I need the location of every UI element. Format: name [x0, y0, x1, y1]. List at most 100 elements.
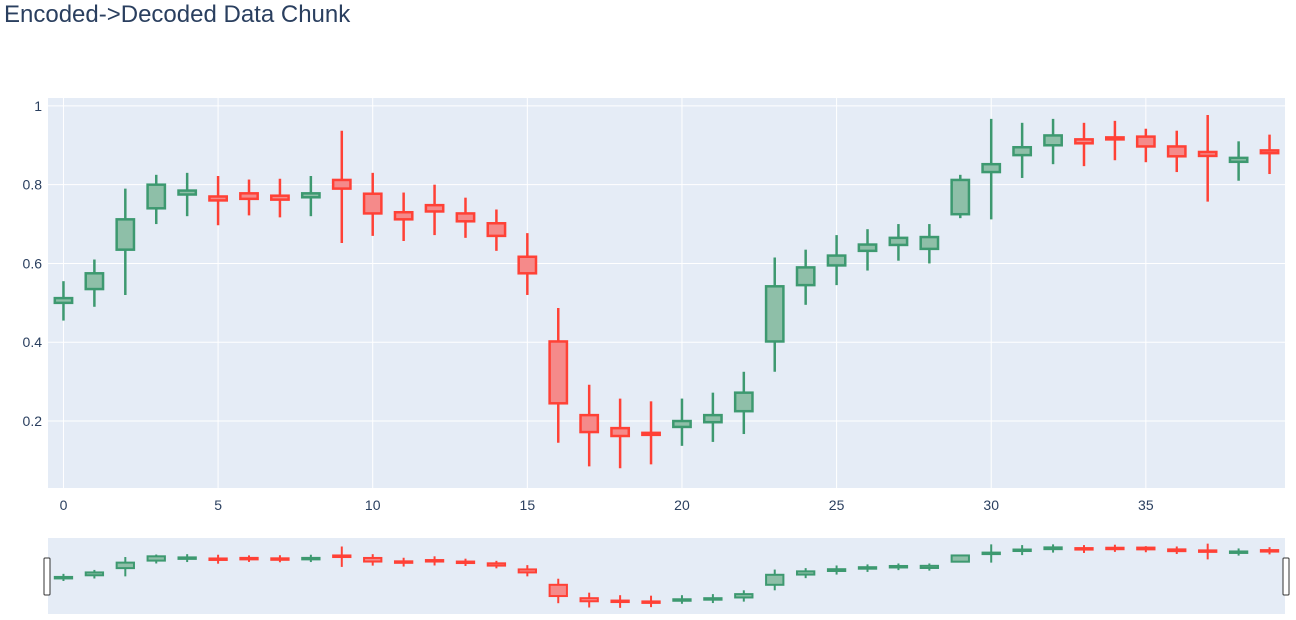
candle[interactable] — [857, 229, 878, 271]
candle-body — [610, 426, 631, 438]
slider-candle-body — [641, 600, 661, 604]
candle[interactable] — [270, 178, 290, 218]
candle[interactable] — [826, 235, 847, 286]
candle[interactable] — [239, 179, 259, 216]
candle-body — [641, 431, 661, 437]
slider-candle — [1167, 546, 1187, 555]
candle-body — [764, 285, 785, 343]
candle-body — [362, 192, 383, 215]
candle[interactable] — [115, 188, 136, 295]
slider-candle-body — [84, 571, 105, 577]
candle[interactable] — [548, 307, 569, 443]
slider-candle-body — [177, 556, 197, 560]
slider-candle-body — [1105, 546, 1125, 551]
candle[interactable] — [641, 401, 661, 465]
candle[interactable] — [486, 209, 507, 251]
candle-body — [733, 391, 754, 413]
x-tick-label: 0 — [60, 497, 68, 513]
candle[interactable] — [795, 249, 816, 305]
candle[interactable] — [53, 281, 74, 321]
candle[interactable] — [362, 172, 383, 236]
candle[interactable] — [84, 259, 105, 307]
slider-candle-body — [1043, 546, 1063, 551]
candle-body — [53, 296, 74, 305]
candle[interactable] — [331, 130, 352, 243]
slider-candle — [1012, 545, 1032, 556]
candle[interactable] — [455, 197, 476, 238]
slider-candle-body — [146, 555, 166, 562]
slider-candle — [177, 554, 197, 563]
slider-candle-body — [301, 556, 321, 561]
candles-main[interactable] — [53, 114, 1280, 469]
x-tick-label: 5 — [214, 497, 222, 513]
candle-body — [1135, 135, 1156, 148]
candle[interactable] — [702, 392, 723, 442]
slider-candle-body — [115, 561, 135, 570]
slider-candle-body — [517, 568, 537, 574]
candle-body — [702, 413, 723, 424]
candle[interactable] — [1197, 114, 1218, 202]
x-tick-label: 35 — [1138, 497, 1154, 513]
candle[interactable] — [764, 257, 785, 372]
slider-candle — [146, 554, 166, 564]
candle[interactable] — [733, 371, 754, 435]
candle-body — [1197, 150, 1218, 158]
candle[interactable] — [919, 224, 940, 264]
slider-candle-body — [208, 557, 228, 561]
candle[interactable] — [981, 118, 1002, 220]
slider-candle — [1198, 543, 1218, 560]
plot-area[interactable] — [48, 98, 1285, 488]
candle[interactable] — [672, 398, 692, 446]
candle[interactable] — [1228, 141, 1249, 181]
slider-candle-body — [826, 568, 847, 572]
slider-candle-body — [981, 551, 1001, 556]
x-tick-label: 30 — [983, 497, 999, 513]
candle[interactable] — [1012, 122, 1033, 178]
candle[interactable] — [1074, 122, 1094, 167]
candle[interactable] — [300, 176, 321, 217]
candle[interactable] — [1259, 134, 1280, 175]
candle[interactable] — [424, 184, 445, 236]
candle[interactable] — [888, 224, 909, 261]
candle-body — [826, 254, 847, 267]
candle[interactable] — [579, 384, 600, 467]
candle-body — [579, 413, 600, 434]
slider-candle-body — [610, 599, 630, 604]
slider-candle — [115, 557, 135, 577]
x-tick-label: 20 — [674, 497, 690, 513]
candle[interactable] — [177, 172, 198, 217]
y-tick-label: 1 — [34, 98, 42, 114]
candle-body — [177, 189, 198, 196]
candle[interactable] — [610, 398, 631, 469]
range-slider[interactable] — [48, 538, 1285, 614]
slider-candle — [1105, 544, 1125, 552]
slider-candle-body — [672, 598, 692, 602]
grid-lines — [48, 98, 1285, 488]
range-slider-right-handle[interactable] — [1282, 557, 1290, 596]
candle[interactable] — [1105, 120, 1125, 161]
candle-body — [115, 218, 136, 251]
candle-body — [548, 340, 569, 405]
x-tick-label: 10 — [365, 497, 381, 513]
slider-candle — [455, 558, 476, 566]
slider-candle — [53, 573, 74, 582]
candle[interactable] — [1166, 130, 1187, 173]
slider-candle — [703, 594, 723, 604]
candle[interactable] — [1135, 128, 1156, 163]
slider-candle — [1074, 545, 1094, 553]
y-tick-label: 0.6 — [23, 255, 43, 271]
slider-candle-body — [1167, 548, 1187, 553]
range-slider-left-handle[interactable] — [43, 557, 51, 596]
candle[interactable] — [393, 192, 414, 241]
candle[interactable] — [208, 176, 228, 226]
candle-body — [1166, 145, 1187, 158]
slider-candle-body — [703, 597, 723, 601]
candle-body — [1012, 145, 1033, 157]
candle[interactable] — [950, 174, 971, 219]
candle[interactable] — [146, 174, 167, 225]
slider-candle-body — [765, 573, 785, 586]
candle[interactable] — [517, 233, 538, 295]
candle-body — [919, 235, 940, 251]
candle[interactable] — [1043, 118, 1063, 165]
